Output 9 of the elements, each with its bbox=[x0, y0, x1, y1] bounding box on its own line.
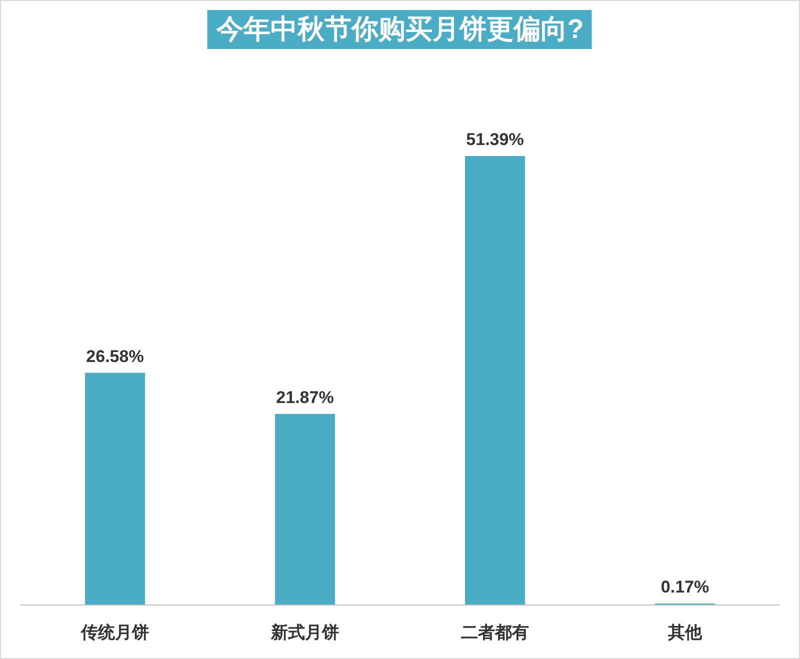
data-label: 21.87% bbox=[276, 388, 334, 407]
data-label: 26.58% bbox=[86, 346, 144, 366]
data-label: 51.39% bbox=[466, 130, 524, 149]
x-tick-label: 二者都有 bbox=[461, 623, 529, 642]
data-label: 0.17% bbox=[660, 578, 710, 597]
x-tick-label: 其他 bbox=[667, 623, 703, 642]
chart-title: 今年中秋节你购买月饼更偏向? bbox=[215, 14, 584, 44]
x-tick-label: 传统月饼 bbox=[80, 623, 149, 642]
x-tick-label: 新式月饼 bbox=[270, 623, 339, 642]
